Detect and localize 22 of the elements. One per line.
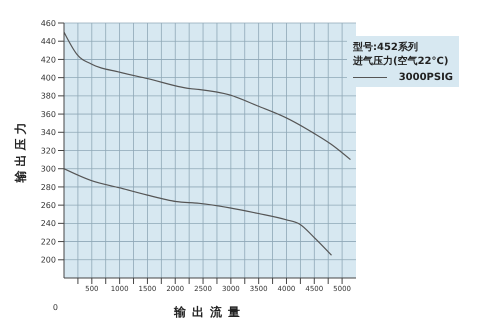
legend-title: 进气压力(空气22°C) — [353, 54, 450, 68]
y-tick-label: 280 — [40, 182, 56, 192]
x-axis-title: 输出流量 — [173, 305, 246, 319]
line-series — [64, 168, 332, 256]
y-tick-label: 220 — [40, 237, 56, 246]
line-series — [64, 32, 352, 160]
legend-label: 3000PSIG — [398, 72, 453, 83]
y-tick-label: 340 — [40, 128, 56, 138]
y-tick-label: 420 — [40, 55, 56, 64]
text: 型号:452系列 — [353, 40, 419, 54]
y-tick-label: 300 — [40, 164, 56, 174]
y-tick-label: 200 — [40, 256, 56, 265]
y-tick-label: 240 — [40, 219, 56, 228]
y-axis-title: 输出压力 — [13, 118, 28, 184]
y-tick-label: 400 — [40, 73, 56, 82]
y-tick-label: 320 — [40, 146, 56, 156]
y-tick-label: 440 — [40, 37, 56, 46]
text: 0 — [52, 303, 58, 312]
y-tick-label: 360 — [40, 110, 56, 119]
y-tick-label: 380 — [40, 92, 56, 101]
y-tick-label: 260 — [40, 200, 56, 210]
y-tick-label: 460 — [40, 18, 56, 28]
